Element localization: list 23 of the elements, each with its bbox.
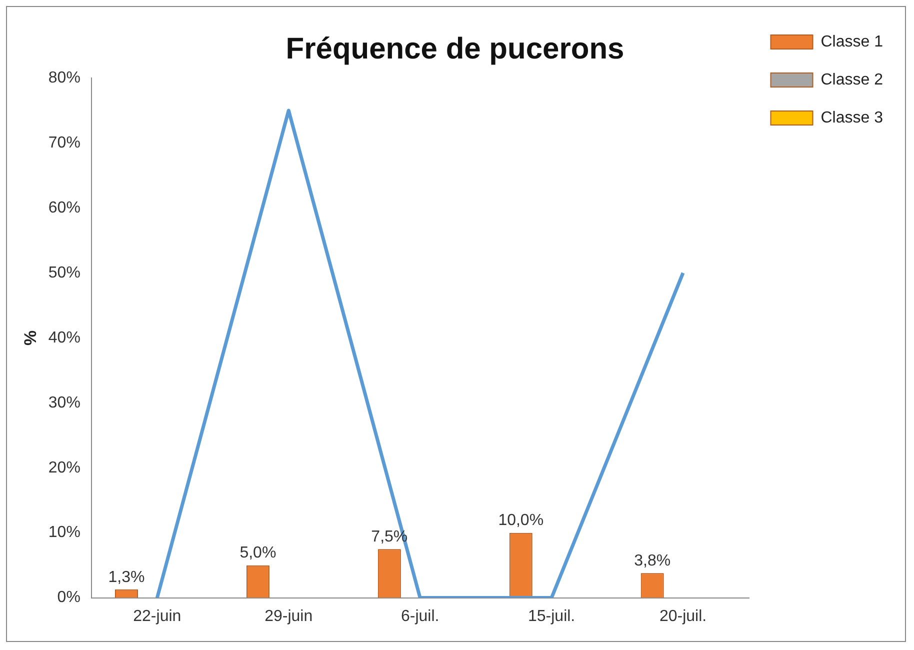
data-label: 10,0% [498,512,544,530]
y-tick-label: 0% [57,589,80,606]
data-label: 3,8% [634,552,671,570]
x-tick-label: 29-juin [264,608,313,625]
data-label: 5,0% [240,544,276,562]
y-axis-title: % [20,330,40,346]
y-tick-label: 30% [48,394,80,412]
data-label: 1,3% [108,568,145,586]
x-tick-label: 6-juil. [400,608,440,625]
y-tick-label: 60% [48,199,80,216]
legend-label: Classe 3 [820,109,884,126]
y-tick-label: 50% [48,264,80,282]
y-tick-label: 80% [48,69,80,86]
y-tick-label: 40% [48,329,80,346]
x-tick-label: 22-juin [133,608,182,625]
x-tick-label: 15-juil. [528,608,576,625]
x-tick-label: 20-juil. [659,608,707,625]
y-tick-label: 70% [48,134,80,152]
chart-title: Fréquence de pucerons [286,32,624,66]
y-tick-label: 10% [48,524,80,542]
legend-label: Classe 1 [820,33,884,50]
legend-label: Classe 2 [820,71,884,88]
y-tick-label: 20% [48,459,80,476]
